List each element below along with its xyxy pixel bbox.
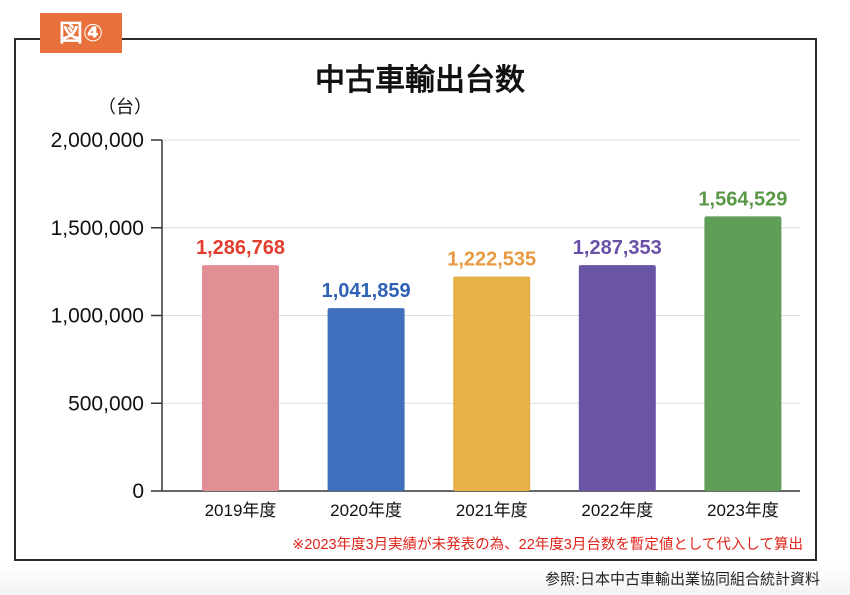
- bar: [704, 216, 782, 491]
- y-tick-label: 1,500,000: [51, 217, 144, 240]
- value-label: 1,222,535: [447, 248, 536, 270]
- value-label: 1,287,353: [573, 237, 662, 259]
- x-tick-label: 2019年度: [205, 501, 277, 520]
- bar: [202, 265, 279, 491]
- chart-title: 中古車輸出台数: [315, 63, 526, 97]
- bar: [578, 265, 656, 491]
- x-tick-label: 2020年度: [330, 501, 402, 520]
- chart-note: ※2023年度3月実績が未発表の為、22年度3月台数を暫定値として代入して算出: [292, 536, 803, 553]
- y-tick-label: 2,000,000: [51, 129, 144, 152]
- x-tick-label: 2022年度: [581, 501, 653, 520]
- x-tick-label: 2021年度: [456, 501, 528, 520]
- source-note: 参照:日本中古車輸出業協同組合統計資料: [544, 570, 820, 588]
- y-tick-label: 0: [132, 480, 144, 503]
- bars: [202, 216, 782, 491]
- footer-band: [0, 565, 850, 595]
- chart-frame: [14, 38, 817, 561]
- value-label: 1,041,859: [322, 280, 411, 302]
- x-tick-label: 2023年度: [707, 501, 779, 520]
- bar: [327, 308, 405, 491]
- y-tick-label: 500,000: [68, 392, 144, 415]
- labels: 中古車輸出台数 （台） 0 500,000 1,000,000 1,500,000 2,00…: [51, 63, 803, 553]
- y-axis-label: （台）: [98, 97, 152, 117]
- bar: [453, 276, 531, 491]
- y-tick-label: 1,000,000: [51, 305, 144, 328]
- figure-badge: 図④: [40, 13, 122, 53]
- value-label: 1,564,529: [698, 188, 787, 210]
- value-label: 1,286,768: [196, 237, 285, 259]
